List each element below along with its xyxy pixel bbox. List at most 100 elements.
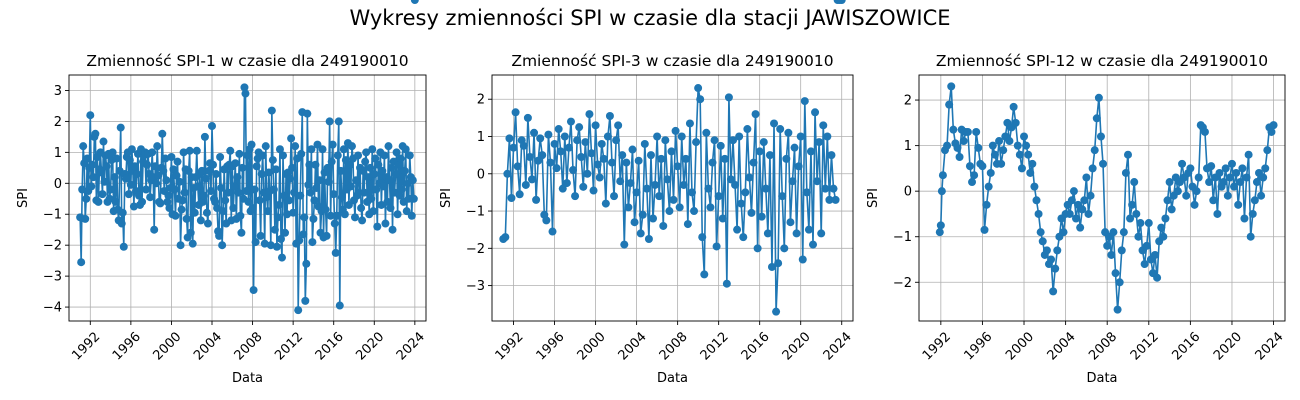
data-point [154, 171, 163, 180]
data-point [300, 213, 309, 222]
data-point [984, 182, 993, 191]
data-point [1215, 168, 1224, 177]
x-tick-label: 2004 [616, 329, 650, 363]
data-point [151, 162, 160, 171]
x-axis-label: Data [657, 371, 688, 386]
data-point [386, 204, 395, 213]
data-point [546, 158, 555, 167]
data-point [577, 153, 586, 161]
series-line [939, 85, 1275, 311]
data-point [675, 203, 684, 212]
data-point [538, 151, 547, 160]
data-point [757, 212, 766, 221]
data-point [291, 142, 300, 151]
data-point [108, 148, 117, 157]
data-point [1230, 182, 1239, 191]
data-point [288, 163, 297, 172]
data-point [694, 84, 703, 93]
data-point [770, 119, 779, 128]
data-point [798, 255, 807, 264]
data-point [221, 196, 230, 205]
data-point [986, 168, 995, 177]
data-point [106, 185, 115, 194]
data-point [509, 143, 518, 152]
y-tick-label: 1 [54, 146, 62, 161]
data-point [624, 203, 633, 212]
data-point [955, 153, 964, 161]
data-point [323, 163, 332, 172]
data-point [294, 306, 303, 315]
data-point [179, 148, 188, 157]
data-point [1209, 196, 1218, 205]
data-point [186, 228, 195, 237]
data-point [673, 162, 682, 171]
data-point [129, 202, 138, 211]
data-point [374, 160, 383, 169]
data-point [408, 176, 417, 185]
data-point [1111, 269, 1120, 278]
data-point [527, 175, 536, 184]
panel-title: Zmienność SPI-12 w czasie dla 249190010 [936, 52, 1268, 70]
data-point [1136, 219, 1145, 228]
data-point [378, 166, 387, 175]
data-point [202, 208, 211, 217]
data-point [79, 142, 88, 151]
data-point [997, 159, 1006, 168]
data-point [244, 197, 253, 206]
data-point [681, 154, 690, 163]
data-point [1250, 196, 1259, 205]
data-point [784, 128, 793, 137]
data-point [571, 192, 580, 201]
data-point [1221, 164, 1230, 173]
x-tick-label: 2024 [821, 329, 855, 363]
data-point [792, 229, 801, 238]
data-point [117, 219, 126, 228]
data-point [307, 145, 316, 154]
data-point [687, 188, 696, 197]
data-point [380, 151, 389, 160]
data-point [945, 100, 954, 109]
data-point [132, 170, 141, 179]
data-point [552, 164, 561, 173]
data-point [331, 248, 340, 257]
data-point [743, 125, 752, 134]
data-point [233, 173, 242, 182]
data-point [671, 126, 680, 135]
data-point [587, 149, 596, 158]
data-point [593, 160, 602, 169]
data-point [780, 244, 789, 253]
data-point [351, 213, 360, 222]
data-point [685, 119, 694, 128]
data-point [1130, 178, 1139, 187]
data-point [1072, 214, 1081, 223]
data-point [364, 173, 373, 182]
data-point [395, 191, 404, 200]
data-point [1042, 246, 1051, 255]
y-tick-label: 1 [904, 139, 912, 154]
data-point [130, 162, 139, 171]
data-point [804, 225, 813, 234]
data-point [579, 182, 588, 191]
data-point [733, 225, 742, 234]
data-point [305, 160, 314, 169]
data-point [211, 197, 220, 206]
data-point [724, 93, 733, 102]
data-point [794, 162, 803, 171]
data-point [696, 95, 705, 104]
data-point [1022, 141, 1031, 150]
data-point [722, 279, 731, 288]
data-point [603, 132, 612, 141]
data-point [200, 132, 209, 141]
data-point [326, 211, 335, 220]
data-point [1117, 246, 1126, 255]
data-point [536, 134, 545, 143]
x-tick-label: 2016 [1169, 329, 1203, 363]
data-point [102, 162, 111, 171]
data-point [1059, 228, 1068, 237]
data-point [333, 151, 342, 160]
data-point [306, 188, 315, 197]
data-point [632, 188, 641, 197]
data-point [226, 146, 235, 155]
data-point [190, 208, 199, 217]
data-point [519, 141, 528, 150]
